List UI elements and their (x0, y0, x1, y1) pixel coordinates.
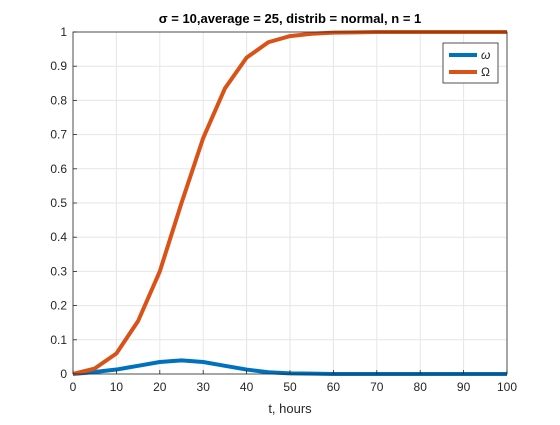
legend-label: Ω (481, 65, 490, 79)
ticks: 0 10 20 30 40 50 60 70 80 90 100 0 0.1 0.2 0.3 0.4 0.5 0.… (50, 25, 517, 394)
x-tick-label: 50 (283, 380, 297, 394)
x-tick-label: 90 (457, 380, 471, 394)
legend-label: ω (481, 48, 490, 62)
y-tick-label: 0.2 (50, 299, 67, 313)
y-tick-label: 0.4 (50, 230, 67, 244)
y-tick-label: 0.1 (50, 333, 67, 347)
chart-title: σ = 10,average = 25, distrib = normal, n… (159, 11, 422, 26)
y-tick-label: 0 (60, 367, 67, 381)
y-tick-label: 1 (60, 25, 67, 39)
y-tick-label: 0.3 (50, 264, 67, 278)
x-tick-label: 30 (197, 380, 211, 394)
x-tick-label: 20 (153, 380, 167, 394)
x-tick-label: 40 (240, 380, 254, 394)
y-tick-label: 0.8 (50, 93, 67, 107)
legend[interactable]: ωΩ (442, 42, 499, 84)
x-tick-label: 80 (414, 380, 428, 394)
x-tick-label: 0 (70, 380, 77, 394)
x-tick-label: 10 (110, 380, 124, 394)
y-tick-label: 0.6 (50, 162, 67, 176)
y-tick-label: 0.5 (50, 196, 67, 210)
x-tick-label: 70 (370, 380, 384, 394)
y-tick-label: 0.7 (50, 128, 67, 142)
x-axis-label: t, hours (268, 401, 312, 416)
x-tick-label: 60 (327, 380, 341, 394)
y-tick-label: 0.9 (50, 59, 67, 73)
legend-box (442, 42, 499, 84)
x-tick-label: 100 (497, 380, 517, 394)
